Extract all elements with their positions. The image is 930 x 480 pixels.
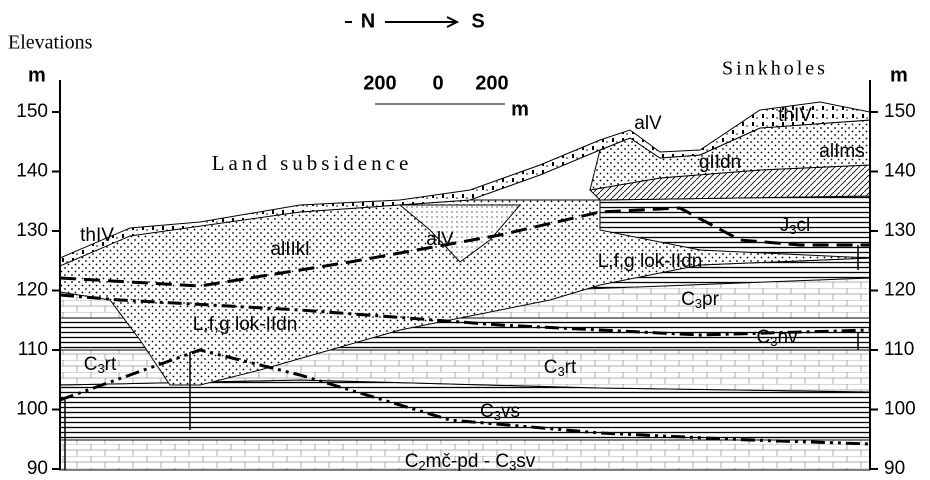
unit-label: alV xyxy=(634,113,662,134)
label-part: J xyxy=(780,215,790,236)
label-part: L,f,g lok-IIdn xyxy=(598,251,703,272)
unit-label: alIms xyxy=(819,141,864,162)
unit-label: thIV xyxy=(80,225,114,246)
tick-label: 140 xyxy=(16,161,48,182)
label-part: C xyxy=(681,289,695,310)
label-part: L,f,g lok-IIdn xyxy=(193,314,298,335)
label-part: sv xyxy=(516,451,536,472)
tick-label: 150 xyxy=(884,101,916,122)
unit-label: L,f,g lok-IIdn xyxy=(193,314,298,335)
tick-label: 130 xyxy=(884,220,916,241)
south: S xyxy=(471,10,484,32)
label-part: 3 xyxy=(97,361,104,376)
tick-label: 140 xyxy=(884,161,916,182)
label-part: vs xyxy=(501,401,520,422)
scale-label: 0 xyxy=(432,72,443,94)
label-part: 3 xyxy=(509,458,516,473)
tick-label: 90 xyxy=(884,458,905,479)
label-part: gIIdn xyxy=(699,152,741,173)
tick-label: 110 xyxy=(884,339,914,360)
tick-label: 90 xyxy=(27,458,48,479)
unit-label: L,f,g lok-IIdn xyxy=(598,251,703,272)
label-part: C xyxy=(480,401,494,422)
unit-label: alIIkl xyxy=(270,239,309,260)
scale-label: 200 xyxy=(363,72,396,94)
label-part: alV xyxy=(426,229,454,250)
label-part: C xyxy=(405,451,419,472)
label-part: cl xyxy=(797,215,811,236)
unit-label: C3vs xyxy=(480,401,520,423)
unit-label: thIV xyxy=(778,105,812,126)
label-part: 3 xyxy=(494,408,501,423)
label-part: mč-pd - C xyxy=(426,451,509,472)
tick-label: 130 xyxy=(16,220,48,241)
north: N xyxy=(361,10,375,32)
tick-label: 150 xyxy=(16,101,48,122)
tick-label: 110 xyxy=(18,339,48,360)
compass-arrow xyxy=(385,17,457,27)
label-part: alV xyxy=(634,113,662,134)
label-part: alIms xyxy=(819,141,864,162)
label-part: 3 xyxy=(695,296,702,311)
tick-label: 100 xyxy=(884,399,916,420)
label-part: 2 xyxy=(418,458,425,473)
unit-label: C3nv xyxy=(756,327,798,349)
label-part: thIV xyxy=(80,225,114,246)
label-part: 3 xyxy=(557,364,564,379)
unit: m xyxy=(28,64,46,86)
label-part: nv xyxy=(777,327,798,348)
label-part: pr xyxy=(702,289,720,310)
subsidence-label: Land subsidence xyxy=(212,151,413,175)
label-part: C xyxy=(84,354,98,375)
axis-title: Elevations xyxy=(8,32,93,54)
label-part: C xyxy=(756,327,770,348)
unit: m xyxy=(890,64,908,86)
sinkholes-label: Sinkholes xyxy=(722,58,828,80)
tick-label: 120 xyxy=(16,280,48,301)
unit-label: alV xyxy=(426,229,454,250)
label-part: 3 xyxy=(789,222,796,237)
scale-unit: m xyxy=(511,98,529,120)
label-part: 3 xyxy=(770,334,777,349)
label-part: rt xyxy=(565,357,577,378)
label-part: rt xyxy=(105,354,117,375)
label-part: thIV xyxy=(778,105,812,126)
scale-label: 200 xyxy=(475,72,508,94)
tick-label: 100 xyxy=(16,399,48,420)
tick-label: 120 xyxy=(884,280,916,301)
label-part: alIIkl xyxy=(270,239,309,260)
label-part: C xyxy=(544,357,558,378)
cross-section: N S Elevations m m Sinkholes Land subsid… xyxy=(0,0,930,480)
unit-label: gIIdn xyxy=(699,152,741,173)
